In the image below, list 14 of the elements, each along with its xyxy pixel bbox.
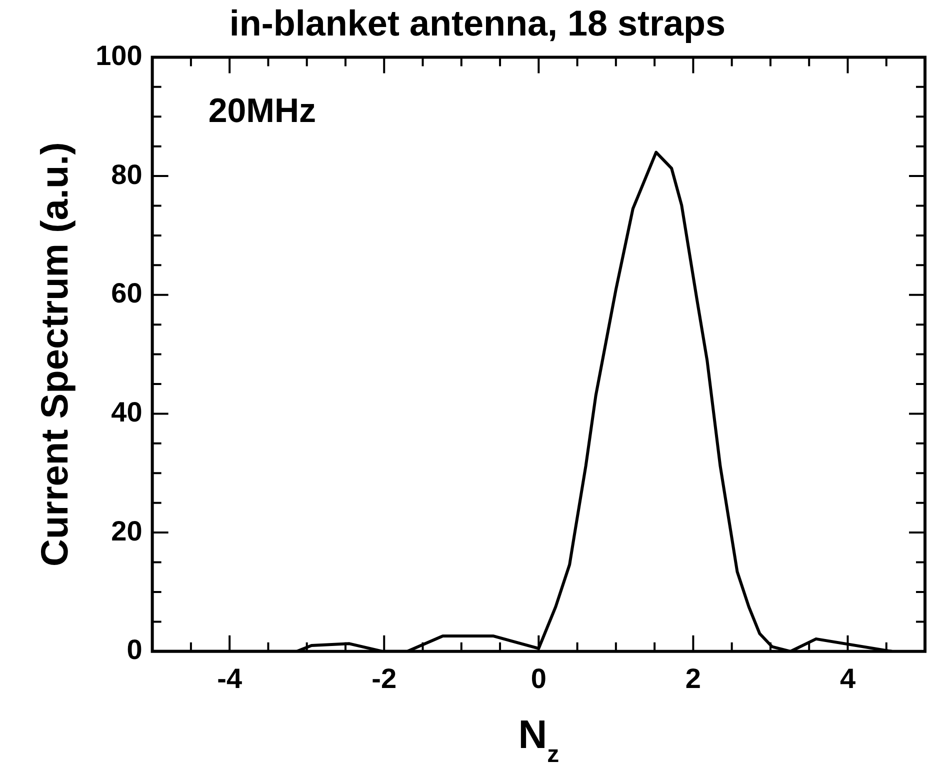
x-tick-label: 4 <box>840 662 856 694</box>
chart-title: in-blanket antenna, 18 straps <box>229 2 726 44</box>
y-tick-label: 100 <box>96 40 142 71</box>
x-tick-label: -4 <box>217 662 242 694</box>
x-tick-label: 0 <box>530 662 546 694</box>
y-tick-label: 0 <box>126 634 142 666</box>
annotation: 20MHz <box>208 92 316 130</box>
y-tick-label: 40 <box>111 396 142 428</box>
y-tick-label: 80 <box>111 158 142 190</box>
y-tick-label: 60 <box>111 278 142 309</box>
x-tick-label: 2 <box>685 662 701 694</box>
y-axis-title: Current Spectrum (a.u.) <box>34 142 76 566</box>
x-tick-label: -2 <box>372 662 397 694</box>
y-tick-label: 20 <box>111 515 142 546</box>
